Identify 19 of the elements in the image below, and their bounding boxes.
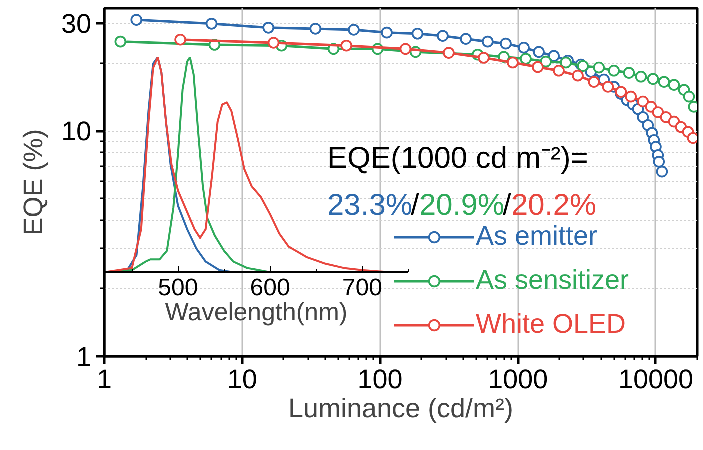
y-axis-title: EQE (%) [18,129,48,236]
annotation: 23.3%/20.9%/20.2% [328,189,597,222]
x-tick-label: 100 [358,364,403,394]
x-tick-label: 10000 [618,364,694,394]
legend-label: As sensitizer [476,265,630,296]
legend-label: As emitter [476,221,598,252]
x-tick-label: 1000 [488,364,548,394]
y-tick-label: 10 [61,116,92,147]
x-axis-title: Wavelength(nm) [165,298,348,326]
x-tick-label: 500 [158,274,198,302]
x-tick-label: 700 [342,274,382,302]
x-axis-title: Luminance (cd/m²) [288,394,514,424]
annotation: EQE(1000 cd m⁻²)= [328,142,588,175]
y-tick-label: 1 [76,342,92,372]
x-tick-label: 1 [96,364,112,394]
y-tick-label: 30 [61,9,92,40]
x-tick-label: 10 [227,364,258,394]
x-tick-label: 600 [250,274,290,302]
legend-label: White OLED [476,309,626,340]
